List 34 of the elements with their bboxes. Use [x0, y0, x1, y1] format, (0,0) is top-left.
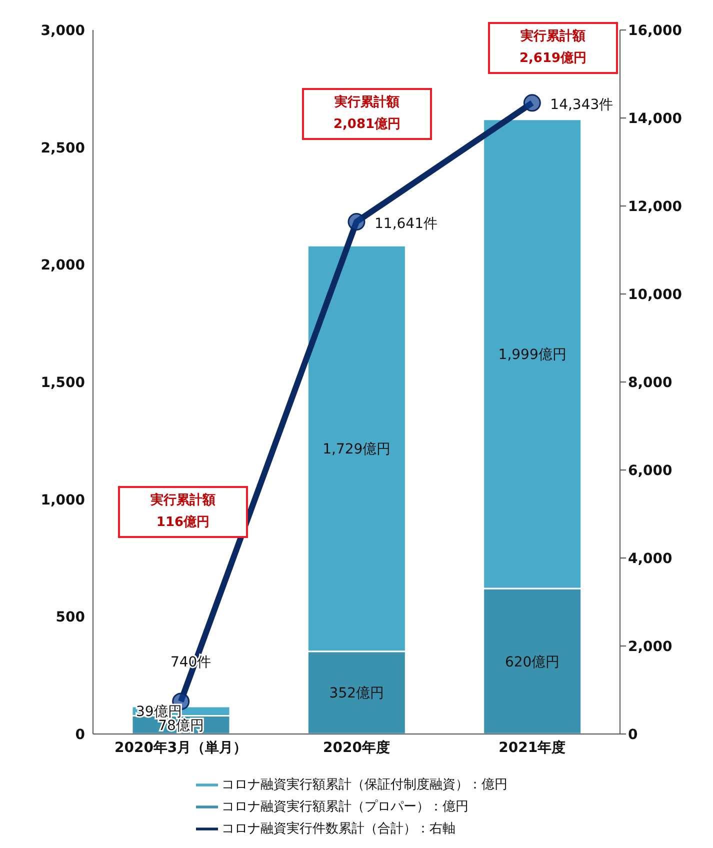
y2-tick-label: 2,000: [628, 638, 673, 655]
y-tick-label: 2,000: [40, 258, 86, 274]
y2-tick-label: 14,000: [628, 110, 682, 127]
data-label: 11,641件: [374, 216, 438, 232]
legend-label: コロナ融資実行額累計（保証付制度融資）：億円: [222, 778, 508, 793]
y2-tick-label: 6,000: [628, 462, 673, 479]
legend-label: コロナ融資実行額累計（プロパー）：億円: [222, 800, 468, 815]
y-tick-label: 500: [56, 610, 86, 626]
legend-label: コロナ融資実行件数累計（合計）：右軸: [222, 822, 456, 837]
y-tick-label: 1,000: [40, 492, 86, 508]
point: [348, 213, 366, 231]
data-label: 352億円: [329, 686, 384, 702]
y2-tick-label: 4,000: [628, 550, 673, 567]
x-tick-label: 2020年3月（単月）: [114, 740, 248, 756]
y2-tick-label: 8,000: [628, 374, 673, 391]
x-tick-label: 2021年度: [498, 738, 566, 756]
annotation: 実行累計額 2,081億円: [333, 94, 401, 134]
data-label: 620億円: [504, 654, 560, 670]
y-tick-label: 1,500: [40, 374, 86, 391]
y2-tick-label: 12,000: [628, 198, 682, 215]
data-label: 1,999億円: [498, 346, 566, 363]
point: [523, 94, 541, 112]
x-tick-label: 2020年度: [323, 738, 390, 756]
data-label: 14,343件: [550, 96, 614, 113]
annotation: 実行累計額 2,619億円: [519, 28, 587, 68]
y-tick-label: 0: [75, 726, 86, 743]
data-label: 1,729億円: [322, 442, 391, 458]
y2-tick-label: 0: [628, 726, 638, 743]
y-tick-label: 2,500: [40, 140, 86, 156]
y2-tick-label: 16,000: [628, 22, 682, 39]
y2-tick-label: 10,000: [628, 286, 682, 303]
y-tick-label: 3,000: [40, 22, 86, 39]
annotation: 実行累計額 116億円: [150, 492, 216, 532]
data-label: 78億円: [158, 718, 204, 734]
